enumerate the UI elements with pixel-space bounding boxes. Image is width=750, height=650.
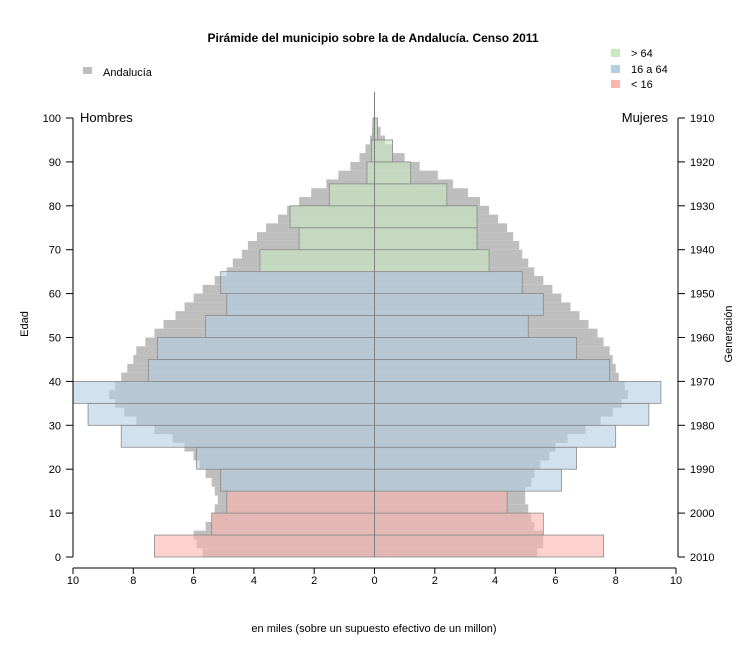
municipio-bar-female <box>374 402 650 426</box>
municipio-bar-female <box>374 161 412 185</box>
y2-tick-label: 1920 <box>690 157 714 169</box>
y-axis-label: Edad <box>19 311 31 337</box>
axes: 10 8 6 4 2 0 2 4 6 8 10010203040506070809010020102… <box>43 92 714 587</box>
municipio-bar-male <box>147 359 375 382</box>
y-tick-label: 50 <box>49 333 61 345</box>
y2-tick-label: 1950 <box>690 289 714 301</box>
y-tick-label: 90 <box>49 157 61 169</box>
y2-tick-label: 1930 <box>690 201 714 213</box>
y2-tick-label: 1990 <box>690 464 714 476</box>
municipio-bar-male <box>298 227 375 251</box>
hombres-label: Hombres <box>80 110 133 125</box>
municipio-bar-female <box>374 446 577 470</box>
x-tick-label: 10 <box>670 575 682 587</box>
municipio-bars <box>72 117 662 558</box>
municipio-bar-female <box>374 205 478 229</box>
legend-under16-swatch <box>611 80 620 88</box>
municipio-bar-female <box>374 380 662 404</box>
y-tick-label: 100 <box>43 113 61 125</box>
municipio-bar-male <box>328 183 375 207</box>
y-tick-label: 0 <box>55 552 61 564</box>
x-tick-label: 10 <box>67 575 79 587</box>
x-tick-label: 2 <box>432 575 438 587</box>
legend-over64-swatch <box>611 49 620 57</box>
municipio-bar-female <box>374 271 523 294</box>
municipio-bar-male <box>289 205 375 229</box>
y2-tick-label: 1910 <box>690 113 714 125</box>
x-tick-label: 2 <box>311 575 317 587</box>
municipio-bar-male <box>220 468 375 492</box>
y2-tick-label: 1960 <box>690 333 714 345</box>
legend-over64-label: > 64 <box>631 48 653 60</box>
municipio-bar-male <box>259 249 375 273</box>
andalucia-bar-male <box>365 144 375 154</box>
municipio-bar-female <box>374 337 577 360</box>
municipio-bar-female <box>374 512 544 536</box>
legend-under16-label: < 16 <box>631 79 653 91</box>
y-tick-label: 20 <box>49 464 61 476</box>
y-tick-label: 80 <box>49 201 61 213</box>
andalucia-bar-male <box>359 153 375 162</box>
y-tick-label: 10 <box>49 508 61 520</box>
municipio-bar-male <box>205 315 375 338</box>
x-tick-label: 4 <box>251 575 257 587</box>
y2-tick-label: 1970 <box>690 376 714 388</box>
municipio-bar-male <box>196 446 375 470</box>
municipio-bar-male <box>154 534 375 558</box>
municipio-bar-female <box>374 227 478 251</box>
legend-andalucia-label: Andalucía <box>103 67 153 79</box>
mujeres-label: Mujeres <box>622 110 669 125</box>
andalucia-bar-male <box>338 170 375 180</box>
municipio-bar-male <box>211 512 375 536</box>
y-tick-label: 70 <box>49 245 61 257</box>
x-tick-label: 0 <box>371 575 377 587</box>
andalucia-bar-male <box>350 161 375 171</box>
municipio-bar-female <box>374 293 544 316</box>
y2-tick-label: 1980 <box>690 420 714 432</box>
municipio-bar-female <box>374 490 508 514</box>
legend-16to64-swatch <box>611 65 620 73</box>
municipio-bar-female <box>374 468 562 492</box>
municipio-bar-male <box>157 337 375 360</box>
municipio-bar-male <box>87 402 375 426</box>
municipio-bar-female <box>374 424 617 448</box>
municipio-bar-male <box>120 424 375 448</box>
municipio-bar-male <box>220 271 375 294</box>
x-tick-label: 4 <box>492 575 498 587</box>
municipio-bar-female <box>374 315 529 338</box>
municipio-bar-female <box>374 534 605 558</box>
municipio-bar-female <box>374 139 393 163</box>
y-tick-label: 40 <box>49 376 61 388</box>
y-tick-label: 30 <box>49 420 61 432</box>
x-axis-label: en miles (sobre un supuesto efectivo de … <box>251 623 496 635</box>
y2-axis-label: Generación <box>723 306 735 363</box>
chart-title: Pirámide del municipio sobre la de Andal… <box>208 31 539 45</box>
x-tick-label: 8 <box>613 575 619 587</box>
x-tick-label: 6 <box>552 575 558 587</box>
municipio-bar-male <box>226 293 375 316</box>
y2-tick-label: 2010 <box>690 552 714 564</box>
y-tick-label: 60 <box>49 289 61 301</box>
municipio-bar-male <box>72 380 375 404</box>
municipio-bar-female <box>374 183 448 207</box>
legend-16to64-label: 16 a 64 <box>631 64 668 76</box>
y2-tick-label: 2000 <box>690 508 714 520</box>
legend-andalucia-swatch <box>83 67 92 74</box>
municipio-bar-female <box>374 249 490 273</box>
municipio-bar-female <box>374 359 611 382</box>
municipio-bar-male <box>366 161 375 185</box>
x-tick-label: 6 <box>191 575 197 587</box>
x-tick-label: 8 <box>130 575 136 587</box>
y2-tick-label: 1940 <box>690 245 714 257</box>
municipio-bar-male <box>226 490 375 514</box>
